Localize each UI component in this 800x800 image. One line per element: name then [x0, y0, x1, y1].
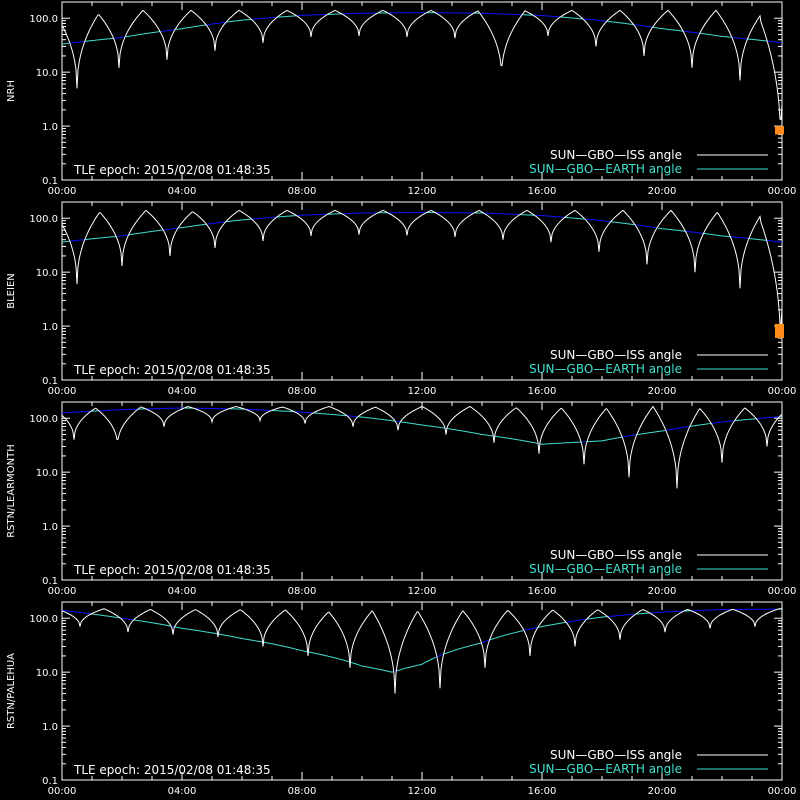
y-tick-label: 1.0: [42, 722, 58, 733]
legend-iss-label: SUN—GBO—ISS angle: [550, 148, 682, 162]
chart-panel-1: NRH 0.1 1.0 10.0 100.0 00:00 04:00 08:00 12:00 16…: [6, 1, 797, 197]
legend-iss-label: SUN—GBO—ISS angle: [550, 748, 682, 762]
legend-iss-label: SUN—GBO—ISS angle: [550, 348, 682, 362]
x-tick-label: 00:00: [48, 186, 77, 197]
earth-angle-line-below: [69, 12, 783, 44]
tle-epoch-label: TLE epoch: 2015/02/08 01:48:35: [73, 363, 271, 377]
x-tick-label: 04:00: [168, 386, 197, 397]
x-tick-label: 16:00: [528, 186, 557, 197]
x-tick-label: 08:00: [288, 186, 317, 197]
x-tick-label: 20:00: [648, 586, 677, 597]
x-tick-label: 12:00: [408, 186, 437, 197]
earth-angle-line-below: [61, 608, 777, 672]
tle-epoch-label: TLE epoch: 2015/02/08 01:48:35: [73, 763, 271, 777]
tle-epoch-label: TLE epoch: 2015/02/08 01:48:35: [73, 163, 271, 177]
chart-panel-3: RSTN/LEARMONTH 0.1 1.0 10.0 100.0 00:00 04:00 0…: [6, 401, 797, 597]
x-tick-label: 00:00: [768, 386, 797, 397]
y-tick-label: 10.0: [36, 668, 58, 679]
x-tick-label: 04:00: [168, 186, 197, 197]
x-tick-label: 16:00: [528, 786, 557, 797]
earth-angle-line-below: [69, 212, 783, 243]
y-tick-label: 0.1: [42, 176, 58, 187]
y-tick-label: 1.0: [42, 122, 58, 133]
y-tick-label: 10.0: [36, 268, 58, 279]
y-tick-label: 100.0: [29, 414, 58, 425]
iss-angle-line: [61, 608, 782, 694]
y-axis-label: RSTN/LEARMONTH: [6, 444, 17, 538]
x-tick-label: 20:00: [648, 386, 677, 397]
y-tick-label: 0.1: [42, 376, 58, 387]
x-tick-label: 04:00: [168, 586, 197, 597]
iss-angle-line: [61, 209, 783, 324]
legend-earth-label: SUN—GBO—EARTH angle: [529, 762, 682, 776]
y-tick-label: 1.0: [42, 322, 58, 333]
x-tick-label: 12:00: [408, 386, 437, 397]
y-tick-label: 0.1: [42, 576, 58, 587]
x-tick-label: 00:00: [48, 386, 77, 397]
x-tick-label: 08:00: [288, 786, 317, 797]
x-tick-label: 00:00: [48, 786, 77, 797]
x-tick-label: 00:00: [768, 186, 797, 197]
x-tick-label: 12:00: [408, 586, 437, 597]
y-tick-label: 0.1: [42, 776, 58, 787]
y-tick-label: 100.0: [29, 14, 58, 25]
chart-panel-2: BLEIEN 0.1 1.0 10.0 100.0 00:00 04:00 08:00 12:0…: [6, 201, 797, 397]
earth-angle-line-above: [61, 212, 767, 243]
x-tick-label: 08:00: [288, 386, 317, 397]
x-tick-label: 16:00: [528, 586, 557, 597]
event-marker: [775, 126, 784, 135]
y-axis-label: NRH: [6, 80, 17, 102]
x-tick-label: 20:00: [648, 186, 677, 197]
earth-angle-line-below: [61, 407, 780, 443]
tle-epoch-label: TLE epoch: 2015/02/08 01:48:35: [73, 563, 271, 577]
x-tick-label: 08:00: [288, 586, 317, 597]
chart-panel-4: RSTN/PALEHUA 0.1 1.0 10.0 100.0 00:00 04:00 08:…: [6, 601, 797, 797]
y-tick-label: 100.0: [29, 614, 58, 625]
x-tick-label: 16:00: [528, 386, 557, 397]
earth-angle-line-above: [61, 12, 768, 45]
legend-earth-label: SUN—GBO—EARTH angle: [529, 562, 682, 576]
iss-angle-line: [61, 9, 783, 120]
iss-angle-line: [61, 405, 783, 489]
x-tick-label: 04:00: [168, 786, 197, 797]
x-tick-label: 00:00: [768, 786, 797, 797]
y-tick-label: 10.0: [36, 68, 58, 79]
legend-earth-label: SUN—GBO—EARTH angle: [529, 362, 682, 376]
y-tick-label: 10.0: [36, 468, 58, 479]
y-axis-label: BLEIEN: [6, 273, 17, 309]
x-tick-label: 12:00: [408, 786, 437, 797]
earth-angle-line-above: [91, 608, 782, 673]
x-tick-label: 00:00: [768, 586, 797, 597]
legend-iss-label: SUN—GBO—ISS angle: [550, 548, 682, 562]
earth-angle-line-above: [91, 407, 783, 445]
x-tick-label: 00:00: [48, 586, 77, 597]
y-axis-label: RSTN/PALEHUA: [6, 653, 17, 729]
x-tick-label: 20:00: [648, 786, 677, 797]
event-marker: [775, 323, 784, 339]
y-tick-label: 100.0: [29, 214, 58, 225]
y-tick-label: 1.0: [42, 522, 58, 533]
legend-earth-label: SUN—GBO—EARTH angle: [529, 162, 682, 176]
